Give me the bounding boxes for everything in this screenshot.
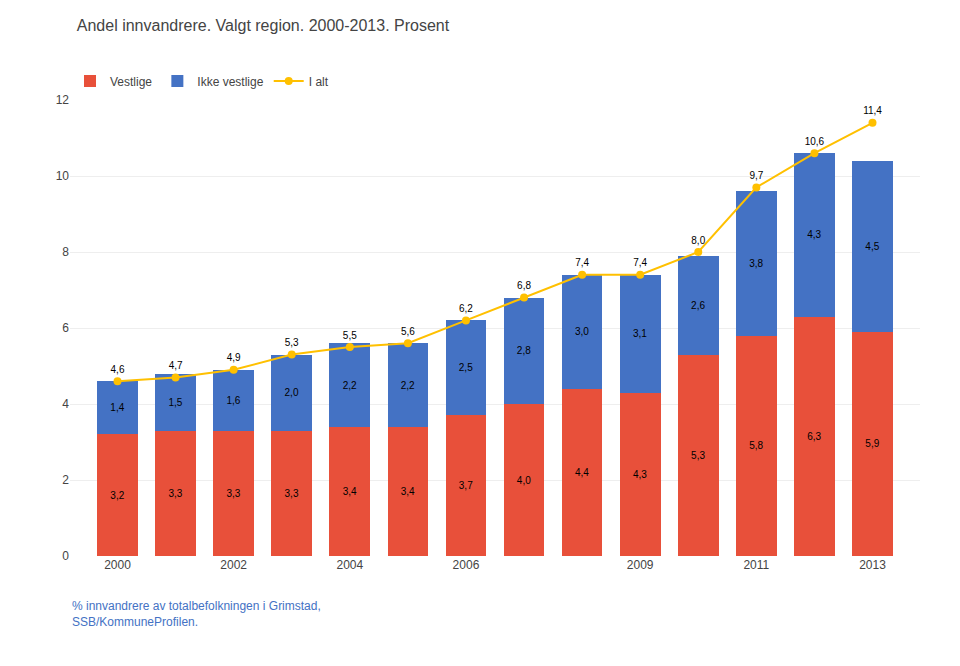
svg-text:1,6: 1,6 [226,395,240,406]
svg-text:7,4: 7,4 [633,257,647,268]
svg-text:8: 8 [62,245,69,259]
svg-text:5,9: 5,9 [865,438,879,449]
svg-text:4: 4 [62,397,69,411]
svg-text:1,4: 1,4 [110,402,124,413]
svg-text:Vestlige: Vestlige [110,75,152,89]
svg-text:% innvandrere av totalbefolkni: % innvandrere av totalbefolkningen i Gri… [72,599,321,629]
svg-text:2,0: 2,0 [285,387,299,398]
svg-text:2013: 2013 [859,558,886,572]
svg-text:Ikke vestlige: Ikke vestlige [197,75,263,89]
svg-text:2000: 2000 [104,558,131,572]
svg-text:4,9: 4,9 [227,352,241,363]
svg-text:4,4: 4,4 [575,467,589,478]
svg-text:4,5: 4,5 [865,241,879,252]
svg-text:3,2: 3,2 [110,490,124,501]
svg-text:4,6: 4,6 [111,364,125,375]
svg-text:3,4: 3,4 [343,486,357,497]
svg-text:3,3: 3,3 [285,488,299,499]
svg-text:5,8: 5,8 [749,440,763,451]
svg-text:4,3: 4,3 [807,229,821,240]
svg-text:2006: 2006 [453,558,480,572]
svg-text:2,2: 2,2 [401,380,415,391]
svg-text:1,5: 1,5 [168,397,182,408]
svg-text:9,7: 9,7 [749,170,763,181]
svg-text:2011: 2011 [743,558,769,572]
svg-text:10: 10 [56,169,70,183]
svg-text:Andel innvandrere. Valgt regio: Andel innvandrere. Valgt region. 2000-20… [77,17,450,34]
svg-text:3,4: 3,4 [401,486,415,497]
svg-text:6: 6 [62,321,69,335]
svg-text:4,0: 4,0 [517,475,531,486]
svg-text:5,5: 5,5 [343,330,357,341]
svg-text:2,2: 2,2 [343,380,357,391]
svg-text:4,3: 4,3 [633,469,647,480]
svg-text:12: 12 [56,93,70,107]
svg-text:2004: 2004 [336,558,363,572]
svg-text:2,6: 2,6 [691,300,705,311]
svg-text:2,5: 2,5 [459,362,473,373]
svg-text:2009: 2009 [627,558,654,572]
svg-text:7,4: 7,4 [575,257,589,268]
svg-text:3,8: 3,8 [749,258,763,269]
svg-text:3,3: 3,3 [168,488,182,499]
svg-text:I alt: I alt [309,75,329,89]
svg-text:5,3: 5,3 [691,450,705,461]
svg-text:5,3: 5,3 [285,337,299,348]
svg-text:3,7: 3,7 [459,480,473,491]
svg-text:2: 2 [62,473,69,487]
svg-text:11,4: 11,4 [863,105,882,116]
svg-text:5,6: 5,6 [401,326,415,337]
svg-text:10,6: 10,6 [805,136,825,147]
svg-text:0: 0 [62,549,69,563]
svg-text:2002: 2002 [220,558,247,572]
svg-text:4,7: 4,7 [169,360,183,371]
svg-text:3,1: 3,1 [633,328,647,339]
svg-text:6,3: 6,3 [807,431,821,442]
svg-text:2,8: 2,8 [517,345,531,356]
svg-text:6,2: 6,2 [459,303,473,314]
svg-text:8,0: 8,0 [691,235,705,246]
svg-text:3,0: 3,0 [575,326,589,337]
svg-text:3,3: 3,3 [226,488,240,499]
svg-text:6,8: 6,8 [517,280,531,291]
